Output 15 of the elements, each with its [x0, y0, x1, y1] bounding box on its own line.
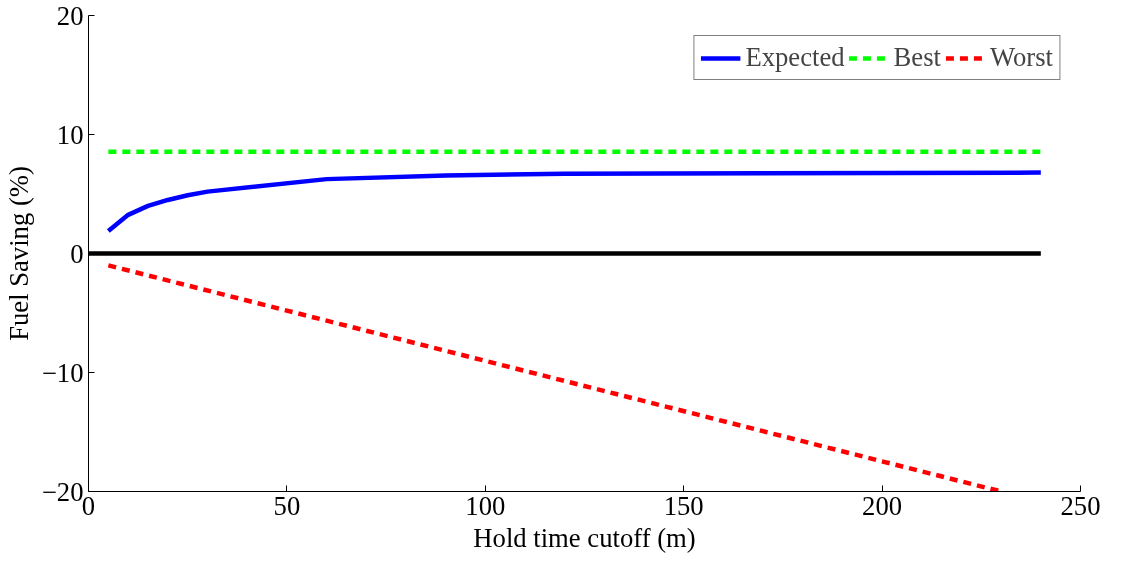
legend-label: Expected — [745, 42, 845, 73]
x-axis-title: Hold time cutoff (m) — [473, 522, 696, 553]
y-tick-label: 20 — [56, 0, 84, 31]
y-tick-label: 0 — [70, 238, 84, 269]
legend-label: Best — [893, 42, 941, 73]
x-tick-label: 50 — [273, 490, 301, 521]
legend-label: Worst — [989, 42, 1053, 73]
y-tick-label: 10 — [56, 119, 84, 150]
y-axis-title: Fuel Saving (%) — [3, 166, 34, 341]
x-tick-label: 150 — [663, 490, 704, 521]
x-tick-label: 200 — [862, 490, 903, 521]
y-tick-label: −10 — [41, 357, 84, 388]
x-tick-label: 250 — [1060, 490, 1101, 521]
x-tick-label: 100 — [465, 490, 506, 521]
line-series — [106, 170, 1044, 234]
